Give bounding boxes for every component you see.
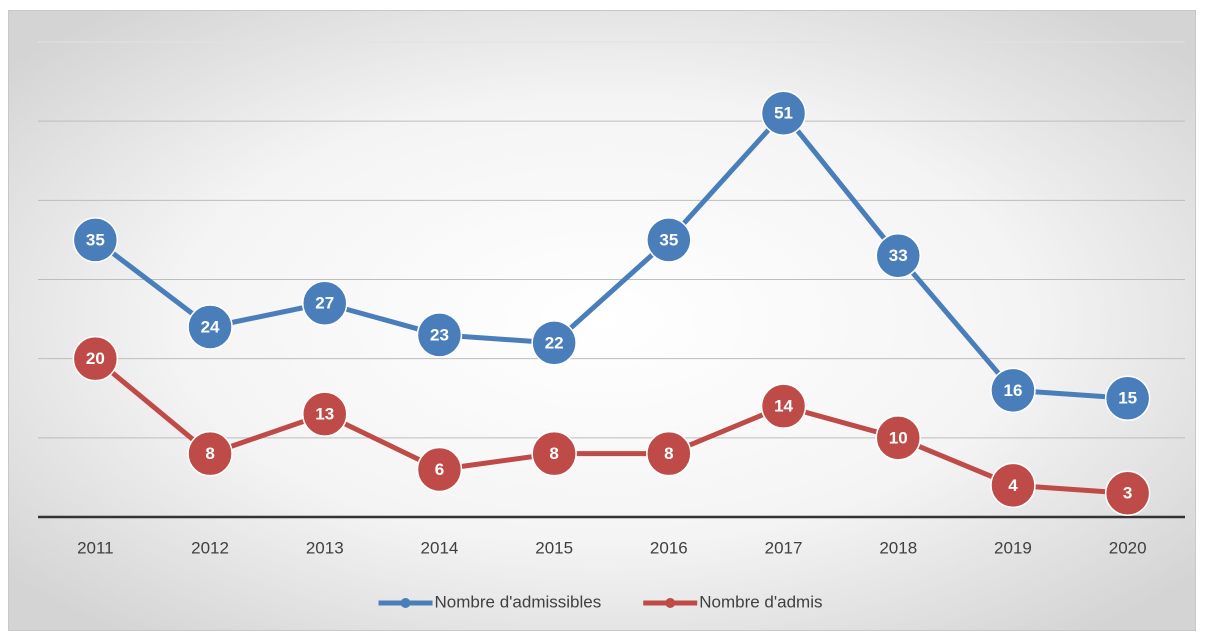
series-line	[93, 356, 1128, 496]
marker	[416, 312, 463, 358]
data-label: 35	[86, 230, 105, 249]
marker	[302, 280, 348, 326]
data-label: 35	[659, 230, 678, 249]
legend-label: Nombre d'admissibles	[435, 592, 602, 611]
marker	[760, 383, 807, 429]
marker	[187, 430, 233, 477]
x-tick-label: 2014	[421, 538, 459, 557]
data-label: 23	[430, 325, 449, 344]
x-tick-label: 2012	[191, 538, 229, 557]
data-label: 8	[549, 444, 558, 463]
data-label: 24	[201, 317, 220, 336]
marker	[760, 90, 807, 136]
marker	[302, 391, 348, 437]
x-tick-label: 2017	[765, 538, 803, 557]
x-tick-label: 2020	[1109, 538, 1147, 557]
marker	[646, 217, 692, 263]
marker	[1104, 470, 1151, 516]
marker	[1104, 375, 1151, 421]
marker	[531, 320, 577, 366]
marker	[875, 415, 921, 461]
grid: 2011 2012 2013 2014 2015 2016 2017 2018 2019 2020	[38, 41, 1185, 557]
x-tick-label: 2011	[77, 538, 114, 557]
data-label: 20	[86, 349, 105, 368]
data-label: 8	[664, 444, 673, 463]
data-label: 27	[315, 294, 334, 313]
data-label: 8	[205, 444, 214, 463]
marker	[187, 304, 233, 350]
data-label: 13	[315, 405, 334, 424]
marker	[646, 430, 692, 477]
data-label: 6	[435, 460, 444, 479]
data-label: 22	[545, 333, 564, 352]
data-label: 16	[1003, 381, 1022, 400]
legend: Nombre d'admissibles Nombre d'admis	[378, 592, 822, 611]
x-tick-label: 2018	[879, 538, 917, 557]
data-label: 3	[1123, 484, 1132, 503]
data-label: 4	[1008, 476, 1018, 495]
legend-marker	[665, 598, 676, 608]
series-line	[93, 110, 1128, 401]
data-label: 15	[1118, 389, 1137, 408]
marker	[531, 430, 577, 477]
data-label: 33	[889, 246, 908, 265]
marker	[990, 367, 1036, 414]
legend-marker	[400, 598, 411, 608]
data-label: 51	[774, 104, 793, 123]
marker	[72, 335, 119, 382]
marker	[72, 217, 119, 263]
marker	[416, 446, 463, 493]
data-label: 14	[774, 397, 793, 416]
x-tick-label: 2015	[535, 538, 573, 557]
x-tick-label: 2016	[650, 538, 688, 557]
x-tick-label: 2019	[994, 538, 1032, 557]
marker	[875, 233, 921, 279]
data-label: 10	[889, 428, 908, 447]
marker	[990, 462, 1036, 509]
lines: 35 24 27 23 22 35 51 33 16 15 20 8 13 6 8 8 14 10 4 3	[72, 90, 1151, 516]
legend-label: Nombre d'admis	[699, 592, 822, 611]
x-tick-label: 2013	[306, 538, 344, 557]
